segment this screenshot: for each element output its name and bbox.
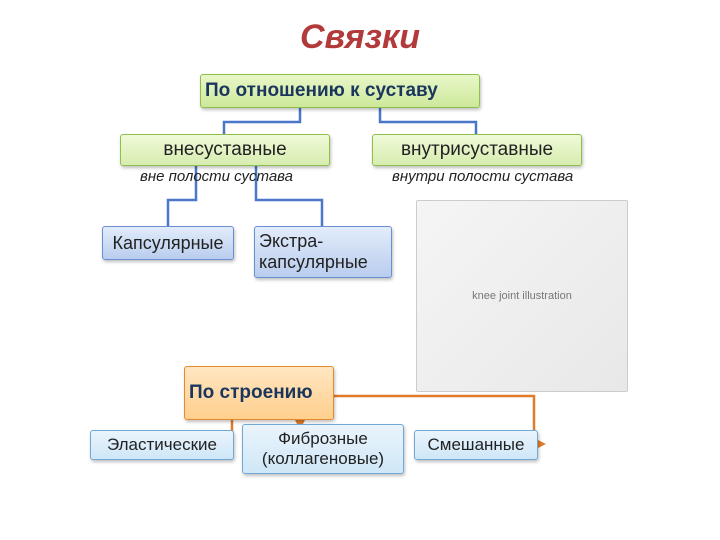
box-capsular: Капсулярные: [102, 226, 234, 260]
joint-illustration-label: knee joint illustration: [472, 290, 572, 302]
box-extra: Экстра-капсулярные: [254, 226, 392, 278]
diagram-root: { "title": { "text": "Связки", "color": …: [0, 0, 720, 540]
box-fibrous-label: Фиброзные (коллагеновые): [243, 427, 403, 470]
page-title: Связки: [0, 18, 720, 57]
box-capsular-label: Капсулярные: [109, 231, 228, 256]
box-structure-label: По строению: [185, 380, 317, 406]
box-intracapsular-label: внутрисуставные: [397, 137, 557, 163]
joint-illustration: knee joint illustration: [416, 200, 628, 392]
box-elastic: Эластические: [90, 430, 234, 460]
box-extracapsular-label: внесуставные: [159, 137, 290, 163]
box-intracapsular: внутрисуставные: [372, 134, 582, 166]
box-extra-label: Экстра-капсулярные: [255, 229, 372, 274]
subtitle-intracapsular: внутри полости сустава: [392, 168, 573, 185]
box-relation-label: По отношению к суставу: [201, 78, 442, 104]
box-structure: По строению: [184, 366, 334, 420]
box-elastic-label: Эластические: [103, 433, 221, 457]
box-relation: По отношению к суставу: [200, 74, 480, 108]
subtitle-extracapsular: вне полости сустава: [140, 168, 293, 185]
box-fibrous: Фиброзные (коллагеновые): [242, 424, 404, 474]
box-extracapsular: внесуставные: [120, 134, 330, 166]
box-mixed-label: Смешанные: [424, 433, 529, 457]
box-mixed: Смешанные: [414, 430, 538, 460]
